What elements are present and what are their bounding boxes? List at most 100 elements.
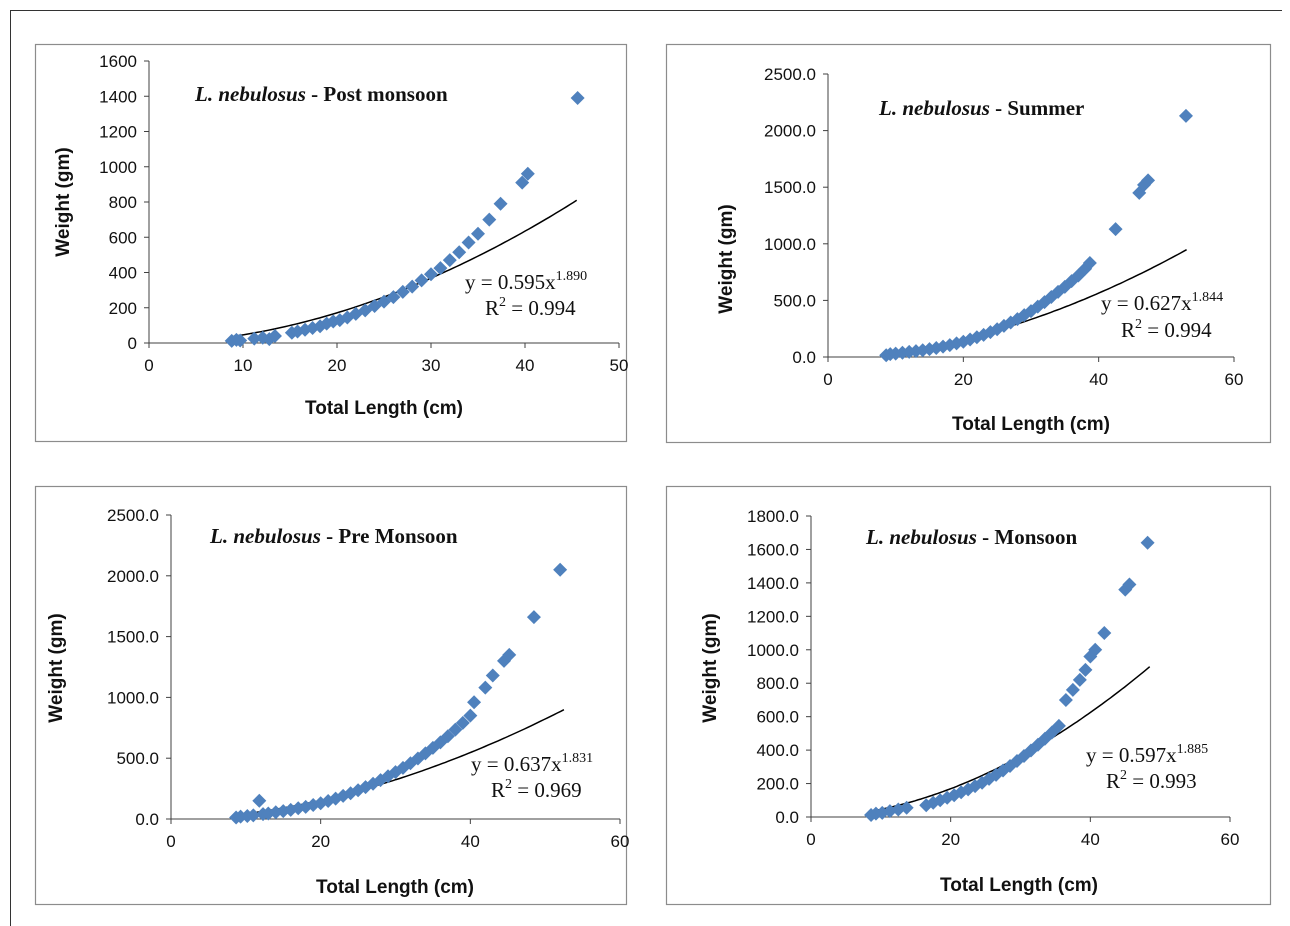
y-tick-label: 200 (109, 299, 137, 318)
chart-border (34, 43, 628, 443)
data-point (1088, 642, 1103, 657)
y-tick-label: 2000.0 (764, 122, 816, 141)
data-point (902, 344, 917, 359)
x-tick-label: 60 (611, 832, 630, 851)
x-tick-label: 40 (461, 832, 480, 851)
y-tick-label: 1600 (99, 52, 137, 71)
x-tick-label: 10 (234, 356, 253, 375)
data-point (1078, 662, 1093, 677)
data-point (1065, 682, 1080, 697)
data-point (1003, 758, 1018, 773)
data-point (442, 253, 457, 268)
data-point (463, 708, 478, 723)
chart-title: L. nebulosus - Monsoon (865, 525, 1078, 549)
chart-title: L. nebulosus - Summer (878, 96, 1084, 120)
y-tick-label: 0.0 (775, 808, 799, 827)
data-point (1071, 268, 1086, 283)
x-tick-label: 60 (1221, 830, 1240, 849)
data-point (414, 273, 429, 288)
y-tick-label: 1000.0 (107, 688, 159, 707)
y-tick-label: 1600.0 (747, 540, 799, 559)
y-axis-label: Weight (gm) (700, 613, 721, 722)
data-point (452, 245, 467, 260)
data-point (351, 783, 366, 798)
r-squared: R2 = 0.969 (491, 777, 582, 802)
data-point (478, 680, 493, 695)
x-tick-label: 0 (144, 356, 153, 375)
y-tick-label: 600 (109, 228, 137, 247)
trendline-equation: y = 0.597x1.885 (1086, 742, 1208, 767)
data-point (1051, 718, 1066, 733)
data-point (388, 765, 403, 780)
x-tick-label: 20 (941, 830, 960, 849)
trendline-equation: y = 0.627x1.844 (1101, 290, 1223, 315)
data-point (461, 235, 476, 250)
r-squared: R2 = 0.994 (485, 295, 576, 320)
data-point (246, 808, 261, 823)
y-tick-label: 2000.0 (107, 567, 159, 586)
y-tick-label: 600.0 (756, 708, 799, 727)
y-tick-label: 1000.0 (764, 235, 816, 254)
data-point (233, 333, 248, 348)
x-tick-label: 0 (166, 832, 175, 851)
data-point (1122, 577, 1137, 592)
chart-monsoon: 0.0 200.0 400.0 600.0 800.0 1000.0 1200.0 1400.… (665, 485, 1272, 906)
y-tick-label: 1200.0 (747, 607, 799, 626)
chart-summer: 0.0 500.0 1000.0 1500.0 2000.0 2500.0 0 20 40 60 T… (665, 43, 1272, 444)
y-tick-label: 1400.0 (747, 574, 799, 593)
data-point (891, 802, 906, 817)
data-point (1118, 582, 1133, 597)
chart-border (665, 485, 1272, 906)
data-point (405, 279, 420, 294)
data-point (882, 804, 897, 819)
data-point (267, 328, 282, 343)
data-point (455, 715, 470, 730)
data-point (1044, 290, 1059, 305)
data-point (983, 325, 998, 340)
y-tick-label: 1800.0 (747, 507, 799, 526)
y-tick-label: 800 (109, 193, 137, 212)
x-tick-label: 20 (311, 832, 330, 851)
chart-border (34, 485, 628, 906)
x-tick-label: 0 (823, 370, 832, 389)
y-tick-label: 1400 (99, 87, 137, 106)
data-point (956, 334, 971, 349)
r-squared: R2 = 0.993 (1106, 768, 1197, 793)
data-point (386, 290, 401, 305)
x-tick-label: 30 (422, 356, 441, 375)
x-axis-label: Total Length (cm) (316, 877, 474, 898)
data-point (366, 776, 381, 791)
data-point (381, 769, 396, 784)
data-point (433, 261, 448, 276)
data-point (247, 331, 262, 346)
data-point (899, 800, 914, 815)
data-point (395, 284, 410, 299)
y-tick-label: 2500.0 (764, 65, 816, 84)
data-point (440, 729, 455, 744)
data-point (969, 330, 984, 345)
data-point (868, 806, 883, 821)
data-point (888, 346, 903, 361)
x-tick-label: 20 (328, 356, 347, 375)
data-point (502, 647, 517, 662)
data-point (1072, 672, 1087, 687)
x-tick-label: 50 (610, 356, 629, 375)
data-point (982, 771, 997, 786)
data-point (908, 344, 923, 359)
data-point (485, 668, 500, 683)
data-point (1082, 256, 1097, 271)
data-point (1016, 748, 1031, 763)
data-point (298, 799, 313, 814)
data-point (553, 562, 568, 577)
y-tick-label: 1200 (99, 123, 137, 142)
data-point (471, 226, 485, 241)
y-tick-label: 500.0 (116, 749, 159, 768)
x-axis-label: Total Length (cm) (940, 875, 1098, 896)
data-point (989, 767, 1004, 782)
x-tick-label: 60 (1225, 370, 1244, 389)
chart-title: L. nebulosus - Pre Monsoon (209, 524, 458, 548)
trendline-equation: y = 0.637x1.831 (471, 751, 593, 776)
x-tick-label: 20 (954, 370, 973, 389)
data-point (377, 294, 391, 309)
data-point (482, 212, 497, 227)
